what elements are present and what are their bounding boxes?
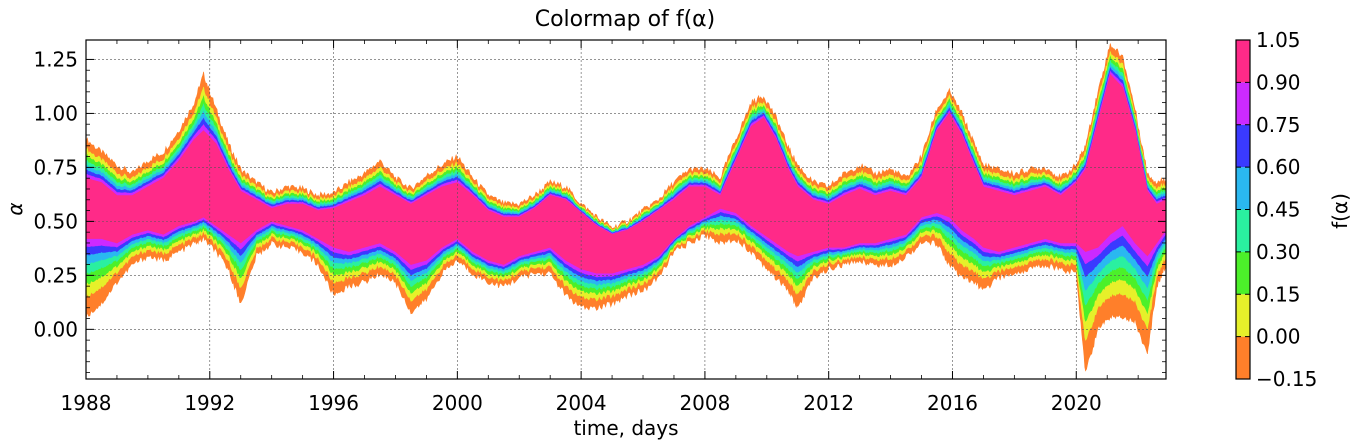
y-axis-tick-labels: 0.00 0.25 0.50 0.75 1.00 1.25 xyxy=(33,47,78,341)
x-tick-label: 2012 xyxy=(803,391,854,415)
x-tick-label: 1992 xyxy=(184,391,235,415)
x-tick-label: 2004 xyxy=(556,391,607,415)
plot-frame xyxy=(85,39,1167,380)
colorbar-tick-label: 0.60 xyxy=(1256,155,1301,179)
colorbar-tick-label: −0.15 xyxy=(1256,367,1317,391)
colorbar-tick-label: 0.45 xyxy=(1256,198,1301,222)
colorbar-segment xyxy=(1236,294,1250,337)
x-tick-label: 2016 xyxy=(927,391,978,415)
x-tick-label: 1996 xyxy=(308,391,359,415)
colorbar-tick-label: 0.00 xyxy=(1256,325,1301,349)
colorbar-segment xyxy=(1236,40,1250,83)
y-tick-label: 0.75 xyxy=(33,155,78,179)
colorbar-segment xyxy=(1236,124,1250,168)
y-tick-label: 1.00 xyxy=(33,101,78,125)
y-axis-label: α xyxy=(3,202,27,215)
plot-area xyxy=(85,39,1167,380)
colorbar-segment xyxy=(1236,209,1250,252)
chart-title: Colormap of f(α) xyxy=(535,7,716,32)
y-tick-label: 0.00 xyxy=(33,317,78,341)
y-tick-label: 0.50 xyxy=(33,209,78,233)
x-tick-label: 2020 xyxy=(1051,391,1102,415)
colorbar-tick-label: 0.90 xyxy=(1256,70,1301,94)
colorbar-label: f(α) xyxy=(1328,193,1352,229)
colorbar-segment xyxy=(1236,251,1250,295)
grid-lines xyxy=(85,40,1166,379)
colorbar-tick-label: 0.75 xyxy=(1256,113,1301,137)
y-tick-label: 0.25 xyxy=(33,263,78,287)
frequency-bands xyxy=(85,43,1167,372)
colorbar-segment xyxy=(1236,336,1250,379)
x-tick-label: 2008 xyxy=(679,391,730,415)
axis-ticks xyxy=(85,40,1166,379)
colorbar-segment xyxy=(1236,82,1250,125)
colorbar-tick-label: 0.30 xyxy=(1256,240,1301,264)
colorbar-segment xyxy=(1236,167,1250,210)
colorbar: −0.15 0.00 0.15 0.30 0.45 0.60 0.75 0.90 1.05 xyxy=(1235,28,1317,391)
x-axis-label: time, days xyxy=(573,416,678,440)
x-axis-tick-labels: 1988 1992 1996 2000 2004 2008 2012 2016 2020 xyxy=(61,391,1102,415)
x-tick-label: 2000 xyxy=(432,391,483,415)
colorbar-tick-label: 1.05 xyxy=(1256,28,1301,52)
x-tick-label: 1988 xyxy=(61,391,112,415)
y-tick-label: 1.25 xyxy=(33,47,78,71)
colorbar-tick-label: 0.15 xyxy=(1256,282,1301,306)
